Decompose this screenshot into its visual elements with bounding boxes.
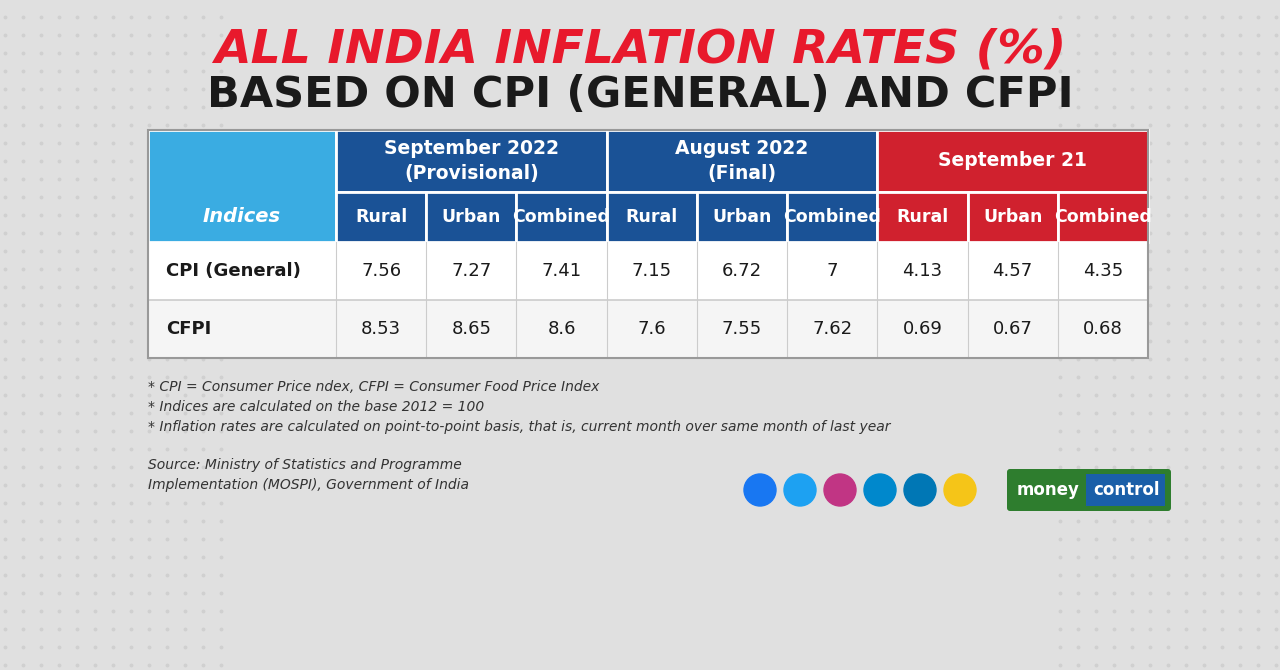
Text: Urban: Urban [442,208,500,226]
Text: 4.57: 4.57 [992,262,1033,280]
Circle shape [824,474,856,506]
Text: * CPI = Consumer Price ndex, CFPI = Consumer Food Price Index: * CPI = Consumer Price ndex, CFPI = Cons… [148,380,599,394]
Bar [516,192,607,242]
Text: Urban: Urban [712,208,772,226]
Text: 0.68: 0.68 [1083,320,1123,338]
Text: Source: Ministry of Statistics and Programme
Implementation (MOSPI), Government : Source: Ministry of Statistics and Progr… [148,458,468,492]
Circle shape [744,474,776,506]
Text: 0.67: 0.67 [993,320,1033,338]
Text: 7.41: 7.41 [541,262,581,280]
Bar [335,130,607,192]
Text: * Inflation rates are calculated on point-to-point basis, that is, current month: * Inflation rates are calculated on poin… [148,420,891,434]
Bar [877,130,1148,192]
Text: CFPI: CFPI [166,320,211,338]
Bar [696,192,787,242]
Bar [607,130,877,192]
Text: 4.35: 4.35 [1083,262,1123,280]
Bar [607,192,696,242]
Text: Rural: Rural [355,208,407,226]
Text: 7.6: 7.6 [637,320,666,338]
Circle shape [945,474,977,506]
Bar [148,300,1148,358]
Bar [335,192,426,242]
Text: money: money [1016,481,1079,499]
Text: 8.6: 8.6 [548,320,576,338]
Bar [148,242,1148,300]
Text: 7.56: 7.56 [361,262,401,280]
Circle shape [864,474,896,506]
Bar [148,130,1148,358]
Text: 0.69: 0.69 [902,320,942,338]
Text: 8.65: 8.65 [452,320,492,338]
Bar [1085,474,1165,506]
Bar [968,192,1057,242]
Bar [148,130,335,242]
Text: September 2022
(Provisional): September 2022 (Provisional) [384,139,559,183]
Text: 7.55: 7.55 [722,320,762,338]
Bar [1057,192,1148,242]
Text: Rural: Rural [626,208,678,226]
Text: September 21: September 21 [938,151,1087,170]
Text: Urban: Urban [983,208,1042,226]
Text: 7.15: 7.15 [632,262,672,280]
Text: 7.62: 7.62 [812,320,852,338]
FancyBboxPatch shape [1007,469,1171,511]
Text: 6.72: 6.72 [722,262,762,280]
Text: Combined: Combined [1053,208,1152,226]
Text: 7: 7 [827,262,838,280]
Text: * Indices are calculated on the base 2012 = 100: * Indices are calculated on the base 201… [148,400,484,414]
Text: control: control [1093,481,1160,499]
Text: Indices: Indices [204,208,282,226]
Text: 4.13: 4.13 [902,262,942,280]
Text: CPI (General): CPI (General) [166,262,301,280]
Text: August 2022
(Final): August 2022 (Final) [676,139,809,183]
Circle shape [783,474,817,506]
Text: BASED ON CPI (GENERAL) AND CFPI: BASED ON CPI (GENERAL) AND CFPI [206,74,1074,116]
Text: ALL INDIA INFLATION RATES (%): ALL INDIA INFLATION RATES (%) [214,27,1066,72]
Circle shape [904,474,936,506]
Text: 7.27: 7.27 [452,262,492,280]
Bar [877,192,968,242]
Bar [426,192,516,242]
Text: Rural: Rural [896,208,948,226]
Text: 8.53: 8.53 [361,320,401,338]
Bar [787,192,877,242]
Text: Combined: Combined [512,208,611,226]
Text: Combined: Combined [783,208,881,226]
